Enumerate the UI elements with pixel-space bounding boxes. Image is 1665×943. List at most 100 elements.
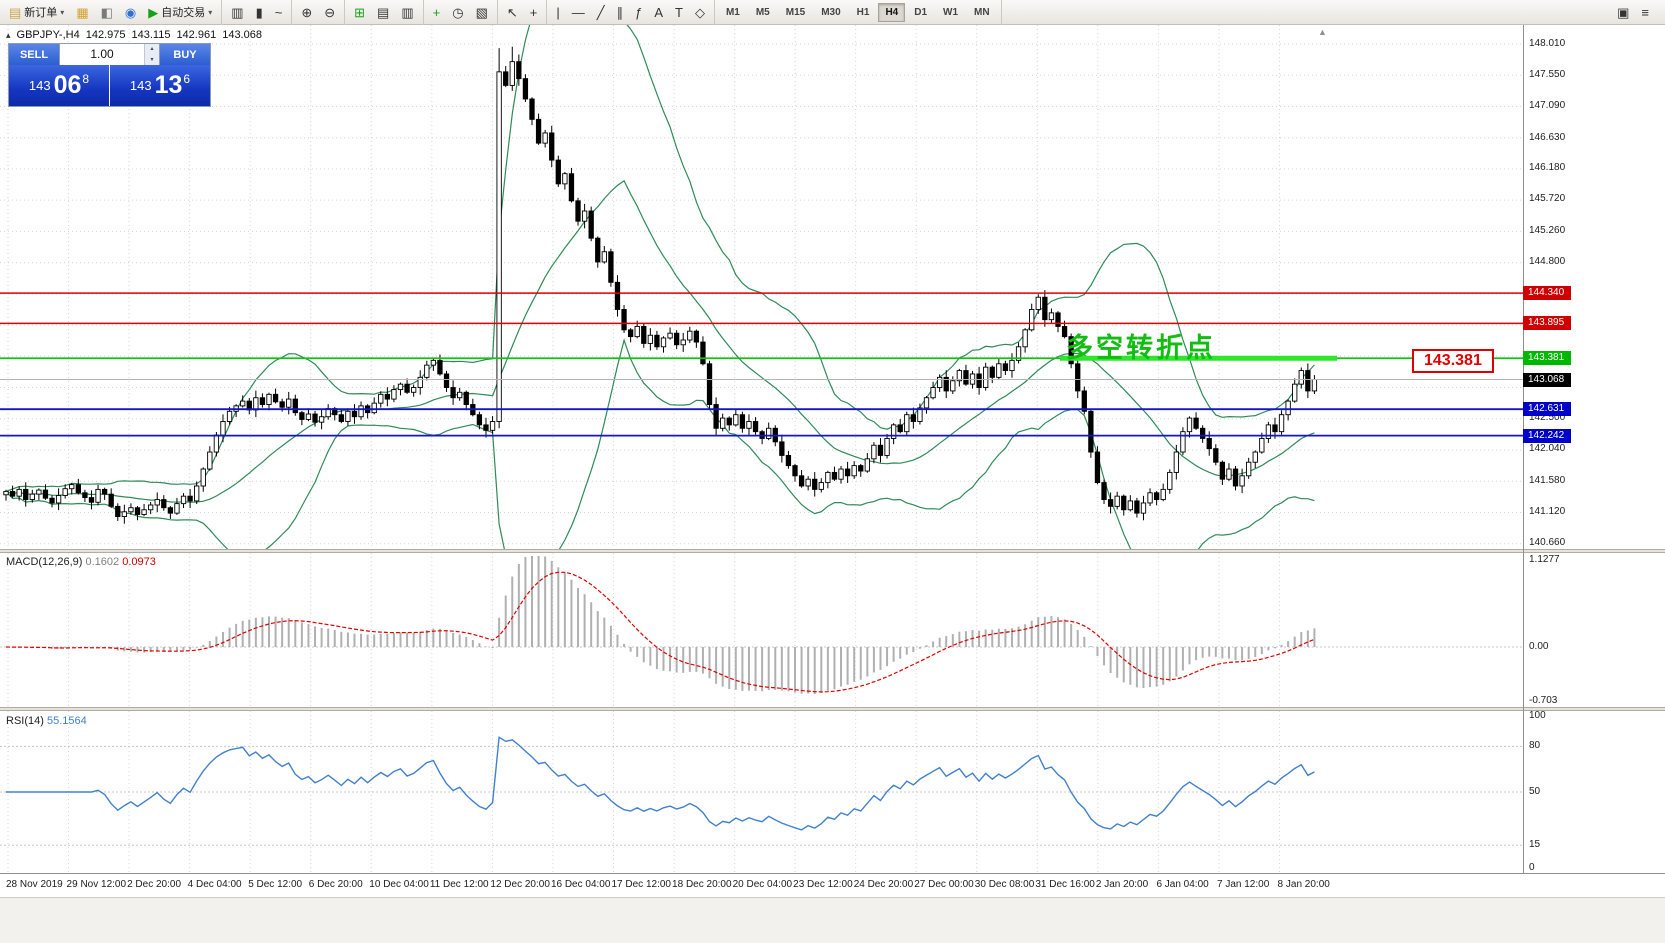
sell-button[interactable]: SELL xyxy=(9,44,59,65)
toolbar-text-button[interactable]: A xyxy=(649,2,668,23)
timeframe-h4-button[interactable]: H4 xyxy=(878,2,906,22)
price-marker: 143.068 xyxy=(1523,372,1571,387)
toolbar-new-order-button[interactable]: ▤ 新订单 ▾ xyxy=(4,2,69,23)
toolbar-periods-button[interactable]: ◷ xyxy=(447,2,468,23)
candle-body xyxy=(489,421,496,431)
timeframe-m30-button[interactable]: M30 xyxy=(814,3,847,22)
bollinger-bands-layer xyxy=(5,25,1315,549)
macd-value-main: 0.1602 xyxy=(85,556,120,568)
sell-price-button[interactable]: 143 06 8 xyxy=(9,65,109,106)
candle-body xyxy=(115,505,121,517)
price-marker: 143.381 xyxy=(1523,351,1571,366)
toolbar-horizontal-line-button[interactable]: — xyxy=(567,2,590,23)
candle-body xyxy=(1219,461,1226,480)
panel-splitter-rsi[interactable] xyxy=(0,707,1665,711)
candle-body xyxy=(1015,346,1022,361)
timeframe-mn-button[interactable]: MN xyxy=(967,3,997,22)
candle-body xyxy=(266,393,272,405)
price-scale[interactable]: 148.010 147.550 147.090 146.630 146.180 145.7… xyxy=(1523,25,1665,897)
price-marker: 142.631 xyxy=(1523,402,1571,417)
tile-windows-icon: ⊞ xyxy=(354,4,366,20)
toolbar-fibonacci-button[interactable]: ƒ xyxy=(630,2,647,23)
buy-price-button[interactable]: 143 13 6 xyxy=(110,65,210,106)
toolbar-trendline-button[interactable]: ╱ xyxy=(592,2,610,23)
buy-button[interactable]: BUY xyxy=(160,44,210,65)
macd-plot[interactable] xyxy=(0,553,1523,707)
candle-body xyxy=(890,424,897,439)
candle-body xyxy=(923,397,930,409)
candle-body xyxy=(838,468,844,480)
time-label: 4 Dec 04:00 xyxy=(187,879,242,890)
toolbar-group-cursor: ↖ + xyxy=(498,0,548,25)
trade-panel-toggle-icon[interactable]: ▴ xyxy=(6,29,11,40)
candle-body xyxy=(976,373,982,388)
candle-body xyxy=(654,334,660,348)
candle-body xyxy=(404,383,410,393)
timeframe-w1-button[interactable]: W1 xyxy=(936,3,965,22)
timeframe-d1-button[interactable]: D1 xyxy=(907,3,934,22)
panel-splitter-macd[interactable] xyxy=(0,549,1665,553)
toolbar-arrange-vertical-button[interactable]: ▥ xyxy=(396,2,418,23)
candle-body xyxy=(1305,370,1311,392)
toolbar-chart-window-list-button[interactable]: ▣ xyxy=(1612,2,1634,23)
toolbar-zoom-out-button[interactable]: ⊖ xyxy=(319,2,340,23)
levels-layer xyxy=(0,292,1523,437)
candle-body xyxy=(1107,499,1114,507)
timeframe-h1-button[interactable]: H1 xyxy=(850,3,877,22)
toolbar-templates-button[interactable]: ▧ xyxy=(471,2,493,23)
price-callout[interactable]: 143.381 xyxy=(1412,349,1494,373)
candle-body xyxy=(792,465,798,477)
toolbar-text-label-button[interactable]: T xyxy=(670,2,688,23)
ohlc-open: 142.975 xyxy=(85,29,126,41)
toolbar-shapes-button[interactable]: ◇ xyxy=(690,2,710,23)
symbol-period-label: GBPJPY-,H4 xyxy=(16,29,80,41)
time-axis[interactable]: 28 Nov 2019 29 Nov 12:00 2 Dec 20:00 4 Dec … xyxy=(0,873,1665,897)
candle-body xyxy=(1246,461,1252,477)
candle-body xyxy=(128,507,134,513)
rsi-plot[interactable] xyxy=(0,711,1523,873)
candle-body xyxy=(647,334,654,344)
candle-body xyxy=(897,424,903,433)
toolbar-cursor-button[interactable]: ↖ xyxy=(502,2,523,23)
chart-shift-marker-icon[interactable]: ▲ xyxy=(1318,27,1327,37)
autotrade-icon: ▶ xyxy=(148,4,159,20)
toolbar-autotrade-button[interactable]: ▶ 自动交易 ▾ xyxy=(143,2,217,23)
toolbar-toggle-panels-button[interactable]: ≡ xyxy=(1636,2,1654,23)
timeframe-m1-button[interactable]: M1 xyxy=(719,3,747,22)
candlestick-plot[interactable] xyxy=(0,25,1523,549)
candle-body xyxy=(667,332,673,339)
toolbar-vertical-line-button[interactable]: | xyxy=(551,2,564,23)
indicators-icon: + xyxy=(432,4,441,20)
toolbar-channel-button[interactable]: ∥ xyxy=(612,2,629,23)
toolbar-crosshair-button[interactable]: + xyxy=(525,2,543,23)
timeframe-m15-button[interactable]: M15 xyxy=(779,3,812,22)
volume-field[interactable]: 1.00 ▴ ▾ xyxy=(59,44,160,65)
annotation-text[interactable]: 多空转折点 xyxy=(1066,333,1216,363)
candle-body xyxy=(437,359,443,375)
candle-body xyxy=(858,465,864,472)
volume-decrease-button[interactable]: ▾ xyxy=(145,54,159,65)
candle-body xyxy=(917,407,923,422)
toolbar-chart-line-button[interactable]: ~ xyxy=(270,2,288,23)
volume-increase-button[interactable]: ▴ xyxy=(145,44,159,55)
candle-body xyxy=(1114,495,1120,507)
candle-body xyxy=(706,363,713,405)
toolbar-tile-windows-button[interactable]: ⊞ xyxy=(349,2,370,23)
toolbar-chart-candles-button[interactable]: ▮ xyxy=(251,2,268,23)
autotrade-caret-icon: ▾ xyxy=(208,7,213,17)
candle-body xyxy=(1068,336,1074,365)
ohlc-close: 143.068 xyxy=(222,29,262,41)
toolbar-profiles-button[interactable]: ◧ xyxy=(96,2,118,23)
toolbar-indicators-button[interactable]: + xyxy=(428,2,446,23)
periods-icon: ◷ xyxy=(452,4,464,20)
candle-body xyxy=(535,118,542,144)
candle-body xyxy=(746,421,752,429)
candle-body xyxy=(956,370,963,382)
toolbar-community-button[interactable]: ◉ xyxy=(120,2,141,23)
toolbar-zoom-in-button[interactable]: ⊕ xyxy=(296,2,317,23)
toolbar-arrange-horizontal-button[interactable]: ▤ xyxy=(372,2,394,23)
toolbar-market-watch-button[interactable]: ▦ xyxy=(71,2,93,23)
chart-area: 148.010 147.550 147.090 146.630 146.180 145.7… xyxy=(0,25,1665,897)
toolbar-chart-bars-button[interactable]: ▥ xyxy=(226,2,248,23)
timeframe-m5-button[interactable]: M5 xyxy=(749,3,777,22)
